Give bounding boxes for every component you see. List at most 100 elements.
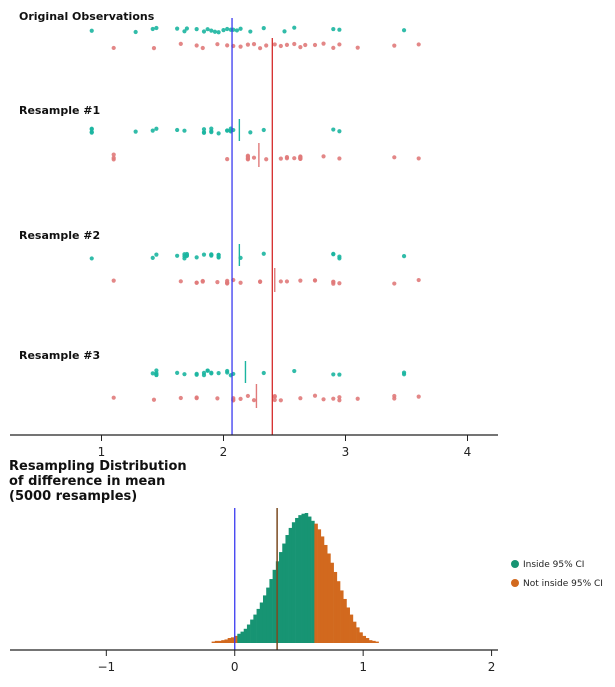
top-tick-label: 1 [98, 445, 106, 459]
panel-label-resample-1: Resample #1 [19, 104, 100, 117]
data-point [150, 371, 155, 376]
data-point [178, 395, 183, 401]
histogram-bar [243, 628, 248, 643]
histogram-bar [346, 607, 350, 643]
data-point [215, 396, 220, 401]
histogram-bar [349, 614, 354, 643]
histogram-bar [301, 513, 306, 643]
histogram-bar [336, 581, 341, 643]
data-point [337, 281, 342, 286]
data-point [416, 394, 421, 399]
histogram-bar [266, 587, 270, 643]
data-point [133, 29, 138, 35]
data-point [111, 45, 116, 51]
data-point [245, 157, 250, 162]
data-point [337, 27, 342, 32]
data-point [221, 27, 226, 33]
data-point [175, 26, 180, 31]
data-point [201, 130, 207, 135]
data-point [261, 25, 266, 31]
data-point [201, 370, 207, 375]
histogram-bar [330, 562, 334, 643]
data-point [201, 29, 207, 34]
data-point [331, 372, 336, 377]
data-point [201, 252, 207, 257]
data-point [178, 279, 183, 284]
data-point [331, 252, 336, 257]
histogram-bar [356, 627, 360, 643]
data-point [89, 126, 94, 131]
data-point [194, 255, 199, 260]
histogram-bar [256, 608, 261, 643]
data-point [154, 372, 159, 378]
data-point [225, 26, 230, 32]
histogram-bar [317, 529, 322, 643]
data-point [225, 370, 230, 375]
data-point [337, 398, 342, 403]
histogram-bar [291, 522, 296, 643]
resample-mean-lines [238, 119, 276, 408]
data-point [89, 256, 94, 261]
data-point [321, 154, 326, 159]
data-point [337, 42, 342, 47]
data-point [337, 395, 342, 400]
histogram-bar [279, 552, 283, 643]
histogram-bar [246, 624, 251, 643]
bottom-tick-label: −1 [97, 660, 115, 674]
data-point [337, 156, 342, 161]
histogram-bar [365, 638, 370, 643]
data-point [209, 371, 214, 376]
histogram-bar [320, 536, 325, 643]
histogram-bar [259, 602, 264, 643]
data-point [392, 281, 397, 286]
histogram-bars [211, 513, 379, 643]
legend: Inside 95% CI Not inside 95% CI [511, 560, 603, 589]
data-point [261, 370, 266, 376]
data-point [245, 153, 250, 158]
data-point [337, 372, 342, 377]
histogram-bar [253, 614, 257, 643]
data-point [251, 155, 257, 160]
data-point [216, 255, 221, 260]
histogram-bar [359, 632, 363, 643]
histogram-bar [343, 598, 347, 643]
histogram-bar [295, 517, 299, 643]
data-point [272, 397, 277, 403]
data-point [194, 280, 199, 285]
data-point [205, 27, 210, 32]
data-point [331, 396, 336, 401]
bottom-tick-label: 1 [359, 660, 367, 674]
bottom-tick-label: 2 [488, 660, 496, 674]
histogram-bar [237, 633, 241, 643]
histogram-bar [234, 635, 238, 643]
data-point [225, 157, 230, 162]
histogram-bar [250, 619, 254, 643]
data-point [284, 279, 290, 284]
data-point [392, 155, 397, 160]
histogram-bar [218, 640, 222, 643]
histogram-bar [314, 523, 318, 643]
data-point [89, 130, 94, 135]
data-point [151, 45, 157, 51]
histogram-bar [282, 543, 286, 643]
data-point [258, 279, 263, 285]
histogram-bar [227, 638, 232, 643]
data-point [251, 42, 257, 47]
data-point [111, 395, 116, 400]
data-point [321, 397, 326, 402]
data-point [182, 372, 187, 377]
group-mean-lines [231, 18, 273, 435]
data-point [261, 251, 266, 256]
data-point [321, 41, 326, 46]
data-point [175, 127, 180, 133]
data-point [416, 42, 421, 47]
data-point [238, 44, 243, 49]
data-point [182, 29, 187, 34]
top-tick-label: 3 [342, 445, 350, 459]
data-point [298, 278, 303, 283]
data-point [201, 127, 207, 132]
data-point [200, 278, 205, 284]
data-point [292, 368, 297, 374]
histogram-bar [298, 515, 302, 643]
top-tick-label: 4 [464, 445, 472, 459]
